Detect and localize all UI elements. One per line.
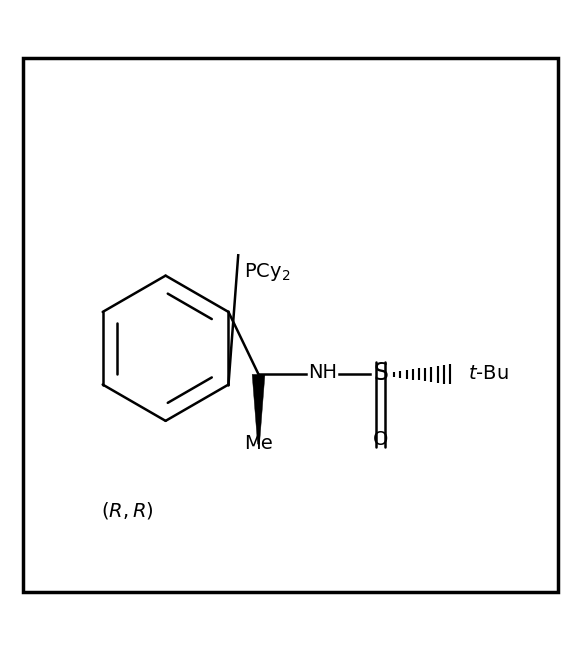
Text: $(R,R)$: $(R,R)$ [102,500,154,521]
Text: PCy$_2$: PCy$_2$ [244,261,290,283]
Polygon shape [252,374,265,444]
Text: $\it{t}$-Bu: $\it{t}$-Bu [468,364,508,383]
FancyBboxPatch shape [23,58,558,592]
Text: NH: NH [308,363,337,382]
Text: S: S [373,361,388,385]
Text: Me: Me [244,434,273,453]
Text: O: O [373,430,388,448]
